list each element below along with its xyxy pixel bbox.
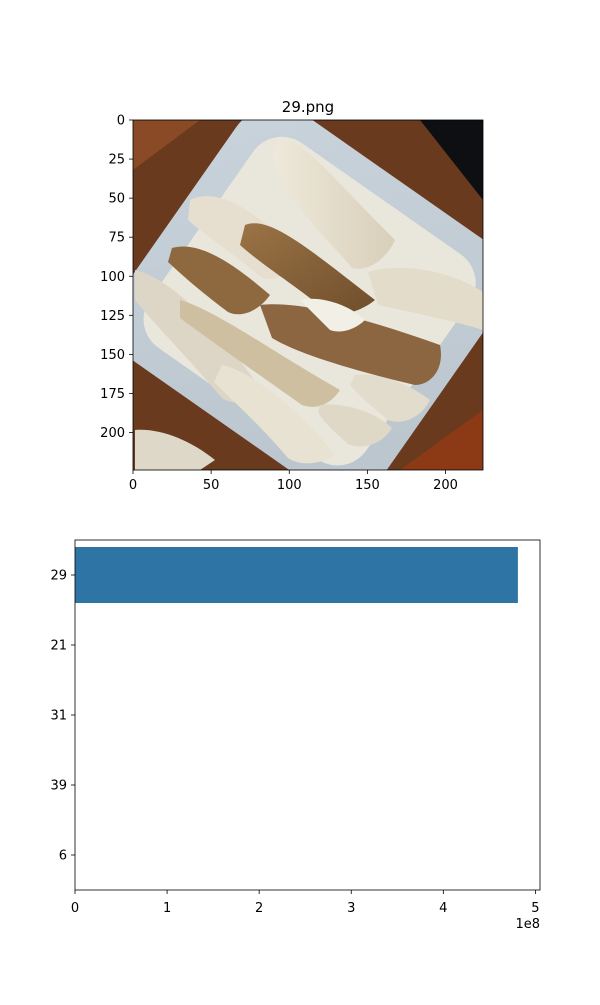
bar-y-tick-label: 39 xyxy=(50,779,67,794)
bar-subplot: 0 1 2 3 4 5 29 21 31 39 6 1e8 xyxy=(50,539,541,932)
image-y-tick-label: 25 xyxy=(108,153,125,168)
bar-x-tick-label: 3 xyxy=(347,901,355,916)
bar-x-axis: 0 1 2 3 4 5 xyxy=(71,890,540,916)
bar-x-tick-label: 5 xyxy=(531,901,539,916)
bar-x-tick-label: 2 xyxy=(255,901,263,916)
image-y-tick-label: 150 xyxy=(100,348,125,363)
image-x-tick-label: 100 xyxy=(277,478,302,493)
x-offset-label: 1e8 xyxy=(515,917,540,932)
image-x-tick-label: 200 xyxy=(433,478,458,493)
image-y-tick-label: 50 xyxy=(108,192,125,207)
bar-x-tick-label: 0 xyxy=(71,901,79,916)
photo xyxy=(133,120,483,470)
bars xyxy=(75,547,518,603)
image-x-tick-label: 50 xyxy=(203,478,220,493)
bar-x-tick-label: 4 xyxy=(439,901,447,916)
image-y-tick-label: 0 xyxy=(117,114,125,129)
bar-y-tick-label: 29 xyxy=(50,569,67,584)
image-x-tick-label: 0 xyxy=(129,478,137,493)
image-y-tick-label: 175 xyxy=(100,387,125,402)
image-y-tick-label: 200 xyxy=(100,426,125,441)
image-x-axis: 0 50 100 150 200 xyxy=(129,470,458,493)
bar-y-tick-label: 31 xyxy=(50,709,67,724)
potato-wedges xyxy=(135,139,483,470)
bar-29 xyxy=(75,547,518,603)
bar-y-tick-label: 21 xyxy=(50,639,67,654)
bar-y-axis: 29 21 31 39 6 xyxy=(50,569,75,864)
image-y-tick-label: 75 xyxy=(108,231,125,246)
bar-y-tick-label: 6 xyxy=(59,849,67,864)
image-subplot: 29.png xyxy=(100,98,484,493)
image-x-tick-label: 150 xyxy=(355,478,380,493)
image-y-axis: 0 25 50 75 100 125 150 175 200 xyxy=(100,114,133,441)
bar-x-tick-label: 1 xyxy=(163,901,171,916)
image-y-tick-label: 100 xyxy=(100,270,125,285)
image-title: 29.png xyxy=(282,98,334,116)
image-frame xyxy=(132,119,484,471)
image-y-tick-label: 125 xyxy=(100,309,125,324)
